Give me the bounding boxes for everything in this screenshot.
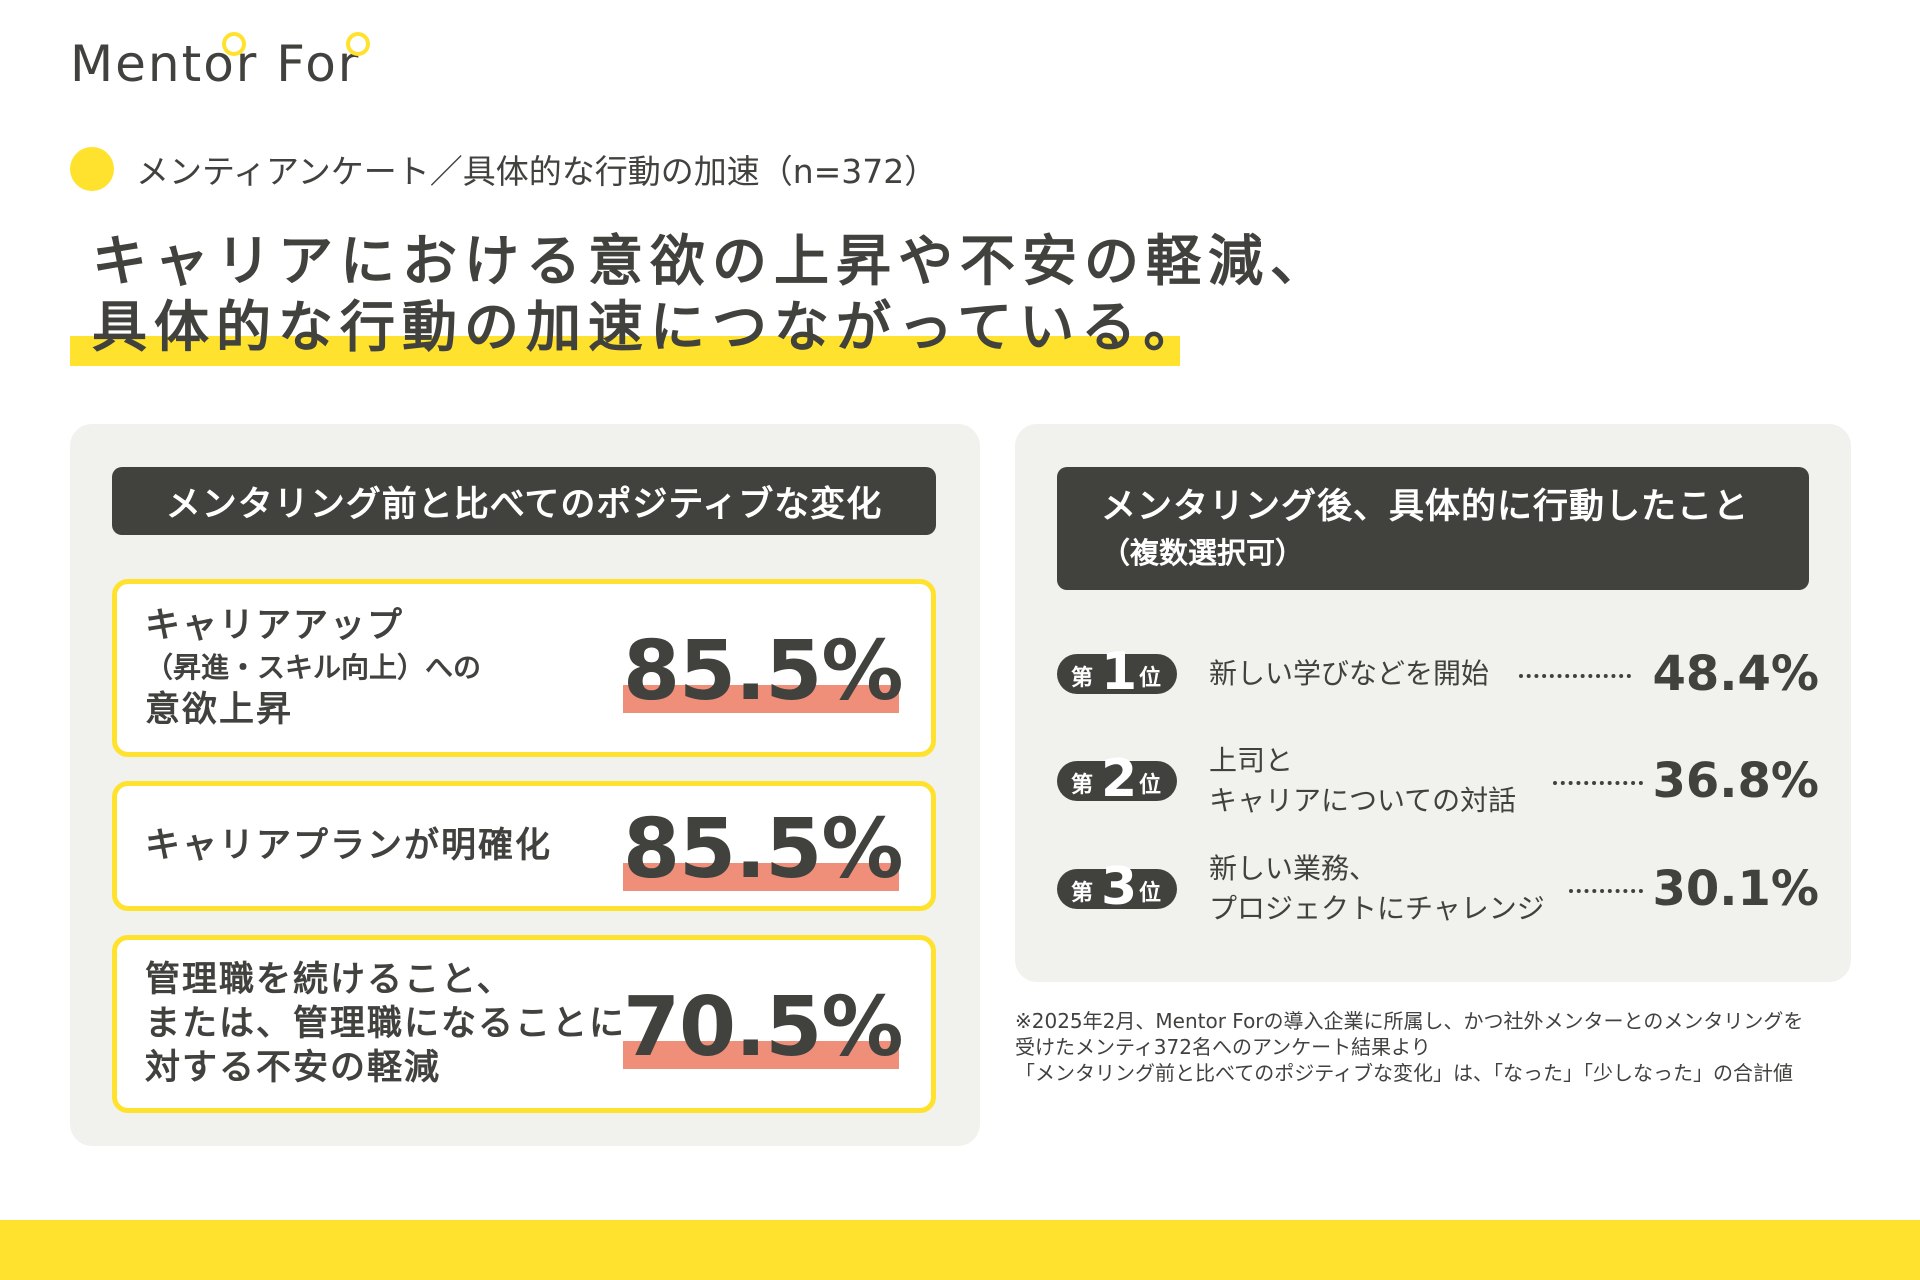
bottom-accent-bar (0, 1220, 1920, 1280)
footnote: ※2025年2月、Mentor Forの導入企業に所属し、かつ社外メンターとのメ… (1015, 1008, 1895, 1086)
stat-card: キャリアプランが明確化 85.5% (112, 781, 936, 911)
stat-card: 管理職を続けること、 または、管理職になることに 対する不安の軽減 70.5% (112, 935, 936, 1113)
stat-value: 85.5% (623, 624, 903, 719)
rank-label: 上司と キャリアについての対話 (1209, 741, 1516, 821)
stat-card: キャリアアップ （昇進・スキル向上）への 意欲上昇 85.5% (112, 579, 936, 757)
value-highlight-bar (623, 863, 899, 891)
subtitle-text: メンティアンケート／具体的な行動の加速（n=372） (136, 152, 938, 191)
stat-value: 70.5% (623, 980, 903, 1075)
rank-badge: 第 3 位 (1057, 857, 1177, 917)
rank-label: 新しい業務、 プロジェクトにチャレンジ (1209, 849, 1545, 929)
stat-label-line: または、管理職になることに (145, 1004, 627, 1044)
rank-suffix: 位 (1139, 773, 1162, 798)
rank-prefix: 第 (1071, 773, 1094, 798)
panel-header-title: メンタリング後、具体的に行動したこと (1101, 487, 1750, 527)
positive-change-panel: メンタリング前と比べてのポジティブな変化 キャリアアップ （昇進・スキル向上）へ… (70, 424, 980, 1146)
rank-badge: 第 1 位 (1057, 642, 1177, 702)
panel-header: メンタリング前と比べてのポジティブな変化 (112, 467, 936, 535)
stat-label: キャリアアップ （昇進・スキル向上）への 意欲上昇 (145, 604, 481, 732)
panel-header: メンタリング後、具体的に行動したこと （複数選択可） (1057, 467, 1809, 590)
rank-number: 2 (1101, 749, 1138, 809)
stat-value: 85.5% (623, 802, 903, 897)
rank-row: 第 1 位 新しい学びなどを開始 48.4% (1057, 629, 1819, 719)
stat-label-line: 管理職を続けること、 (145, 960, 514, 1000)
rank-badge: 第 2 位 (1057, 749, 1177, 809)
logo-ring-icon (222, 32, 246, 56)
section-subtitle: メンティアンケート／具体的な行動の加速（n=372） (70, 145, 937, 193)
footnote-line: ※2025年2月、Mentor Forの導入企業に所属し、かつ社外メンターとのメ… (1015, 1009, 1804, 1033)
stat-label-line: 意欲上昇 (145, 690, 294, 730)
logo-ring-icon (346, 32, 370, 56)
headline-line-2: 具体的な行動の加速につながっている。 (92, 295, 1206, 359)
rank-row: 第 3 位 新しい業務、 プロジェクトにチャレンジ 30.1% (1057, 844, 1819, 934)
stat-label-line: （昇進・スキル向上）への (145, 651, 482, 684)
value-highlight-bar (623, 685, 899, 713)
rank-label: 新しい学びなどを開始 (1209, 654, 1489, 694)
rank-label-line: 上司と (1209, 744, 1294, 777)
yellow-dot-icon (70, 147, 114, 191)
footnote-line: 受けたメンティ372名へのアンケート結果より (1015, 1035, 1431, 1059)
stat-label: キャリアプランが明確化 (145, 824, 552, 868)
rank-number: 3 (1101, 857, 1138, 917)
rank-value: 48.4% (1652, 646, 1819, 702)
rank-label-line: 新しい業務、 (1209, 852, 1378, 885)
stat-value-block: 85.5% (623, 623, 903, 717)
stat-value-block: 85.5% (623, 801, 903, 895)
rank-label-line: 新しい学びなどを開始 (1209, 657, 1490, 690)
panel-header-note: （複数選択可） (1101, 536, 1305, 570)
rank-value: 36.8% (1652, 753, 1819, 809)
stat-label-line: キャリアプランが明確化 (145, 826, 553, 866)
rank-suffix: 位 (1139, 881, 1162, 906)
rank-label-line: キャリアについての対話 (1209, 784, 1517, 817)
rank-prefix: 第 (1071, 666, 1094, 691)
value-highlight-bar (623, 1041, 899, 1069)
rank-suffix: 位 (1139, 666, 1162, 691)
headline: キャリアにおける意欲の上昇や不安の軽減、 具体的な行動の加速につながっている。 (92, 228, 1333, 360)
stat-label: 管理職を続けること、 または、管理職になることに 対する不安の軽減 (145, 958, 626, 1090)
rank-prefix: 第 (1071, 881, 1094, 906)
logo-text: Mentor For (70, 35, 361, 93)
dotted-leader (1569, 889, 1643, 893)
stat-label-line: キャリアアップ (145, 606, 405, 646)
headline-line-1: キャリアにおける意欲の上昇や不安の軽減、 (92, 229, 1333, 293)
headline-highlight (70, 336, 1180, 366)
rank-label-line: プロジェクトにチャレンジ (1209, 892, 1545, 925)
dotted-leader (1519, 674, 1631, 678)
brand-logo: Mentor For (70, 32, 370, 94)
concrete-action-panel: メンタリング後、具体的に行動したこと （複数選択可） 第 1 位 新しい学びなど… (1015, 424, 1851, 982)
dotted-leader (1553, 781, 1643, 785)
rank-number: 1 (1101, 642, 1138, 702)
rank-row: 第 2 位 上司と キャリアについての対話 36.8% (1057, 736, 1819, 826)
rank-value: 30.1% (1652, 861, 1819, 917)
footnote-line: 「メンタリング前と比べてのポジティブな変化」は、「なった」「少しなった」の合計値 (1015, 1061, 1793, 1085)
stat-label-line: 対する不安の軽減 (145, 1048, 442, 1088)
stat-value-block: 70.5% (623, 979, 903, 1073)
